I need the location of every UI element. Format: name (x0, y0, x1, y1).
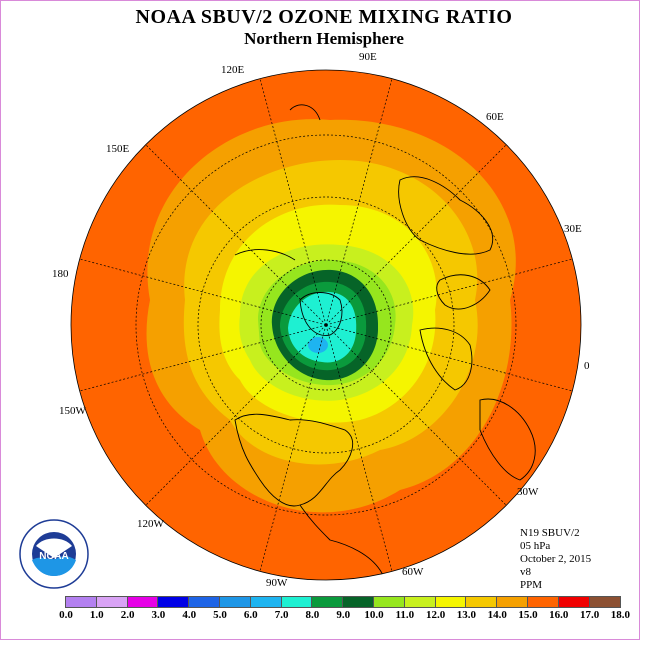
colorbar-tick-label: 12.0 (425, 609, 446, 621)
meridian-line (325, 324, 507, 506)
meridian-line (325, 144, 507, 326)
colorbar-tick-label: 10.0 (364, 609, 384, 621)
colorbar-tick-label: 17.0 (579, 609, 600, 621)
lon-label-180: 180 (52, 268, 69, 280)
units-label: PPM (520, 579, 543, 591)
meridian-line (145, 144, 327, 326)
meridian-line (325, 78, 393, 326)
colorbar-tick-label: 3.0 (151, 609, 166, 621)
colorbar-tick-label: 8.0 (305, 609, 320, 621)
lon-label-150e: 150E (106, 143, 130, 155)
colorbar-swatch (312, 597, 344, 607)
colorbar-tick-label: 18.0 (610, 609, 631, 621)
colorbar-swatch (589, 597, 621, 607)
colorbar-tick-label: 13.0 (456, 609, 477, 621)
colorbar-swatch (497, 597, 528, 607)
date-label: October 2, 2015 (520, 553, 592, 565)
colorbar-tick-label: 0.0 (59, 609, 73, 621)
lon-label-120w: 120W (137, 518, 164, 530)
colorbar-tick-label: 14.0 (487, 609, 507, 621)
lon-label-90w: 90W (266, 577, 288, 589)
band-7 (288, 291, 357, 363)
lon-label-90e: 90E (359, 51, 377, 63)
colorbar-swatch (373, 597, 405, 607)
meridian-line (79, 258, 327, 326)
colorbar-swatch (189, 597, 220, 607)
colorbar-tick-label: 2.0 (120, 609, 135, 621)
colorbar-swatch (158, 597, 190, 607)
lon-label-30w: 30W (517, 486, 539, 498)
meridian-line (79, 324, 327, 392)
meridian-line (325, 324, 573, 392)
colorbar-swatch (281, 597, 313, 607)
colorbar-swatch (219, 597, 251, 607)
colorbar-swatch (404, 597, 436, 607)
meridian-line (325, 258, 573, 326)
colorbar-tick-label: 4.0 (182, 609, 197, 621)
lon-label-30e: 30E (564, 223, 582, 235)
logo-text: NOAA (39, 551, 68, 562)
colorbar-tick-label: 5.0 (213, 609, 227, 621)
lon-label-120e: 120E (221, 64, 245, 76)
info-block: N19 SBUV/2 05 hPa October 2, 2015 v8 PPM (520, 527, 591, 592)
version-label: v8 (520, 566, 531, 578)
colorbar-swatch (435, 597, 467, 607)
pressure-level-label: 05 hPa (520, 540, 551, 552)
chart-title: NOAA SBUV/2 OZONE MIXING RATIO (135, 6, 513, 28)
satellite-label: N19 SBUV/2 (520, 527, 580, 539)
colorbar-tick-label: 6.0 (243, 609, 258, 621)
colorbar-swatch (527, 597, 559, 607)
meridian-line (145, 324, 327, 506)
colorbar-tick-label: 16.0 (549, 609, 569, 621)
meridian-line (259, 324, 327, 572)
colorbar-tick-label: 15.0 (518, 609, 538, 621)
colorbar (65, 596, 622, 608)
colorbar-swatch (466, 597, 498, 607)
lon-label-60e: 60E (486, 111, 504, 123)
lon-label-0: 0 (584, 360, 590, 372)
band-6 (308, 337, 328, 353)
colorbar-tick-label: 7.0 (274, 609, 289, 621)
colorbar-swatch (250, 597, 282, 607)
colorbar-tick-label: 11.0 (395, 609, 415, 621)
meridian-line (259, 78, 327, 326)
chart-subtitle: Northern Hemisphere (244, 29, 404, 48)
lon-label-150w: 150W (59, 405, 86, 417)
colorbar-tick-label: 1.0 (89, 609, 104, 621)
colorbar-swatch (558, 597, 590, 607)
colorbar-swatch (127, 597, 159, 607)
noaa-logo: NOAA (19, 519, 89, 589)
colorbar-swatch (66, 597, 97, 607)
meridian-line (325, 324, 393, 572)
lon-label-60w: 60W (402, 566, 424, 578)
colorbar-tick-label: 9.0 (336, 609, 351, 621)
colorbar-swatch (96, 597, 128, 607)
colorbar-swatch (343, 597, 374, 607)
